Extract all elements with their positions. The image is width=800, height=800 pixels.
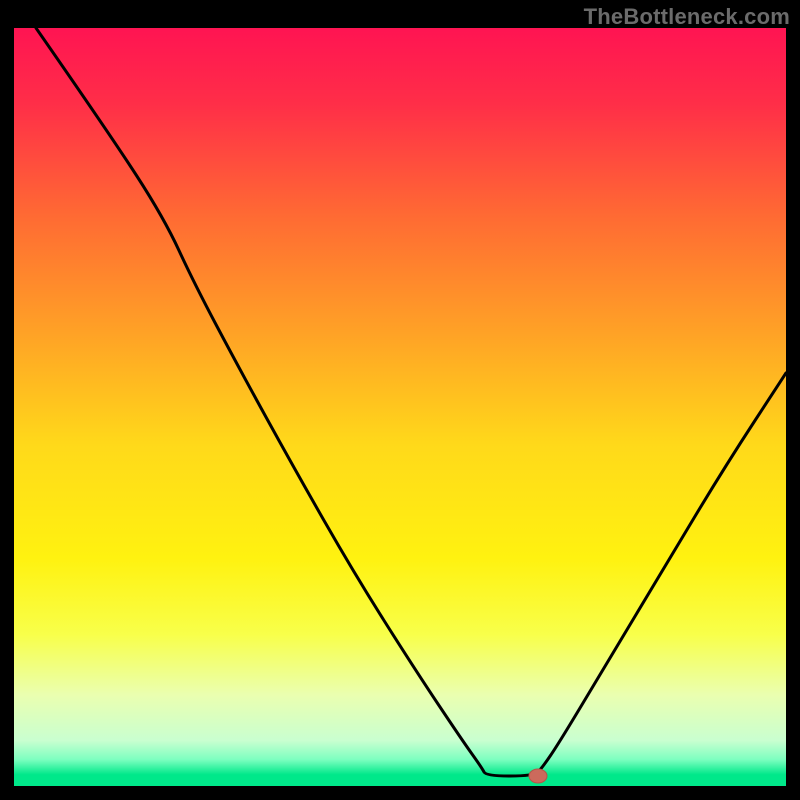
gradient-background (14, 28, 786, 786)
chart-frame: TheBottleneck.com (0, 0, 800, 800)
optimal-point-marker (529, 769, 547, 783)
watermark-text: TheBottleneck.com (584, 4, 790, 30)
bottleneck-chart (14, 28, 786, 786)
